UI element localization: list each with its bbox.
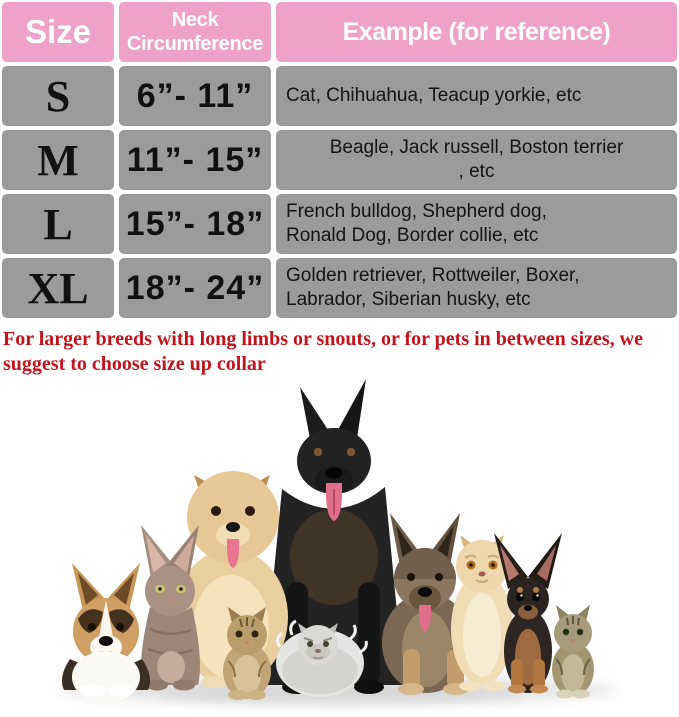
neck-value: 18”- 24” xyxy=(125,268,265,307)
german-shepherd-puppy xyxy=(382,513,472,695)
example-cell-m: Beagle, Jack russell, Boston terrier , e… xyxy=(276,130,677,190)
header-example-label: Example (for reference) xyxy=(342,17,611,46)
example-line: Labrador, Siberian husky, etc xyxy=(286,289,531,310)
size-chart-table: Size Neck Circumference Example (for ref… xyxy=(0,0,679,320)
size-cell-s: S xyxy=(2,66,114,126)
neck-value: 11”- 15” xyxy=(126,140,264,179)
example-line: Cat, Chihuahua, Teacup yorkie, etc xyxy=(286,85,582,106)
size-value: L xyxy=(43,199,73,249)
example-cell-xl: Golden retriever, Rottweiler, Boxer, Lab… xyxy=(276,258,677,318)
header-cell-size: Size xyxy=(2,2,114,62)
example-line: French bulldog, Shepherd dog, xyxy=(286,201,547,222)
chihuahua-dog xyxy=(494,533,562,694)
header-neck-label: Neck Circumference xyxy=(126,9,264,55)
size-value: S xyxy=(45,71,71,121)
neck-cell-s: 6”- 11” xyxy=(119,66,271,126)
example-line: Ronald Dog, Border collie, etc xyxy=(286,225,539,246)
silver-persian-cat xyxy=(275,619,368,697)
size-cell-xl: XL xyxy=(2,258,114,318)
example-line: , etc xyxy=(458,161,495,182)
cream-persian-cat xyxy=(451,535,513,691)
neck-cell-xl: 18”- 24” xyxy=(119,258,271,318)
example-cell-l: French bulldog, Shepherd dog, Ronald Dog… xyxy=(276,194,677,254)
corgi-puppy xyxy=(62,563,150,703)
pets-photo xyxy=(0,377,679,717)
example-line: Beagle, Jack russell, Boston terrier xyxy=(329,137,624,158)
neck-value: 6”- 11” xyxy=(136,76,254,115)
header-cell-neck-circumference: Neck Circumference xyxy=(119,2,271,62)
example-cell-s: Cat, Chihuahua, Teacup yorkie, etc xyxy=(276,66,677,126)
tabby-kitten xyxy=(223,607,271,700)
size-cell-l: L xyxy=(2,194,114,254)
devon-rex-cat xyxy=(141,525,200,691)
pets-illustration xyxy=(58,379,618,703)
neck-value: 15”- 18” xyxy=(125,204,265,243)
size-up-note: For larger breeds with long limbs or sno… xyxy=(3,328,643,375)
size-value: XL xyxy=(27,263,89,313)
neck-cell-l: 15”- 18” xyxy=(119,194,271,254)
header-size-label: Size xyxy=(24,13,92,50)
neck-cell-m: 11”- 15” xyxy=(119,130,271,190)
example-line: Golden retriever, Rottweiler, Boxer, xyxy=(286,265,580,286)
tabby-kitten-right xyxy=(552,605,594,699)
size-cell-m: M xyxy=(2,130,114,190)
header-cell-example: Example (for reference) xyxy=(276,2,677,62)
size-value: M xyxy=(37,135,79,185)
